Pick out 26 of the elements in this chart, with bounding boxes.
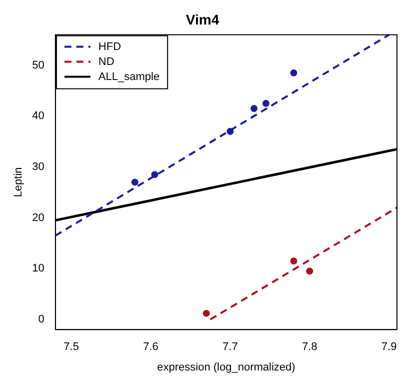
x-tick-label: 7.7 <box>222 341 238 354</box>
point <box>306 268 314 275</box>
point <box>202 310 210 317</box>
x-tick-label: 7.5 <box>64 341 79 354</box>
y-tick-label: 0 <box>38 313 44 326</box>
x-tick-label: 7.8 <box>302 341 318 354</box>
x-tick-label: 7.6 <box>143 341 158 354</box>
point <box>151 171 158 178</box>
y-tick-label: 10 <box>32 262 44 275</box>
point <box>250 105 258 112</box>
legend-label: HFD <box>98 40 122 53</box>
x-axis-title: expression (log_normalized) <box>157 361 296 374</box>
y-tick-label: 50 <box>32 59 44 72</box>
point <box>262 100 270 107</box>
y-tick-label: 30 <box>32 160 44 173</box>
point <box>290 257 298 264</box>
x-tick-label: 7.9 <box>381 341 397 354</box>
legend-label: ALL_sample <box>98 70 160 83</box>
chart-title: Vim4 <box>186 11 220 28</box>
point <box>290 69 298 76</box>
y-axis-title: Leptin <box>12 167 25 198</box>
legend-label: ND <box>98 56 114 68</box>
y-tick-label: 20 <box>32 212 44 224</box>
y-tick-label: 40 <box>32 110 44 122</box>
point <box>131 178 138 186</box>
point <box>226 128 234 135</box>
